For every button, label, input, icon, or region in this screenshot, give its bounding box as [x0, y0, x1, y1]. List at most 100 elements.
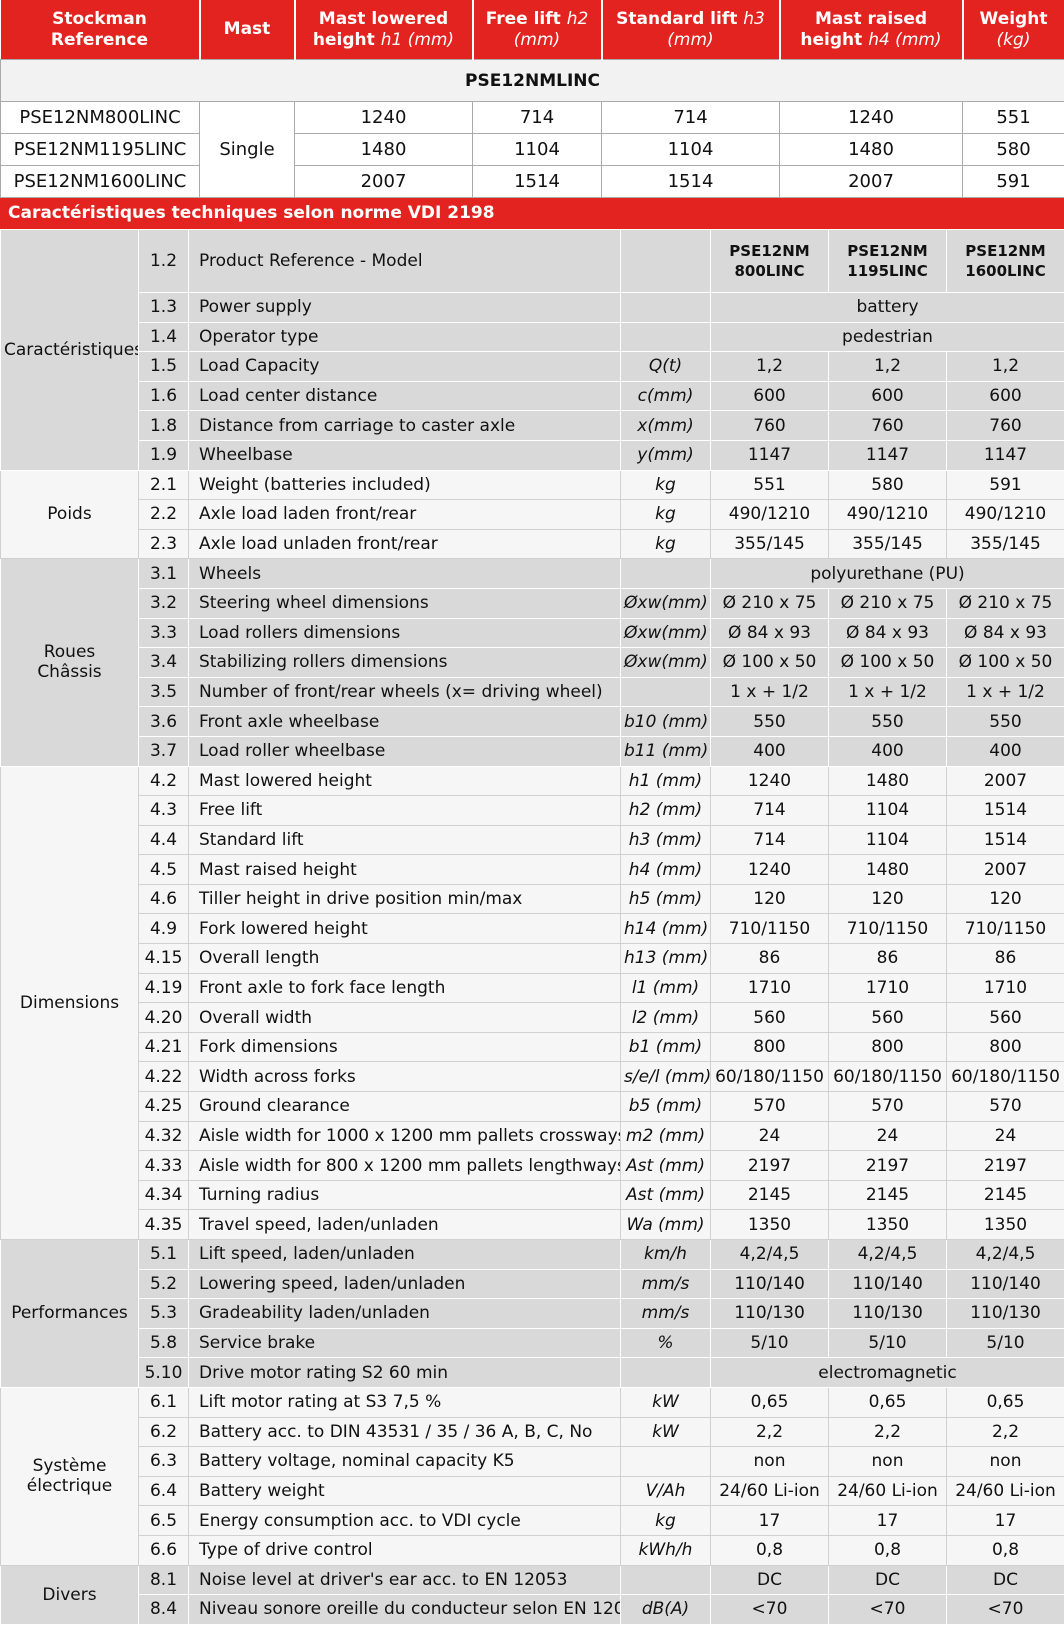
spec-value: 550	[711, 707, 829, 737]
spec-value: 800	[711, 1032, 829, 1062]
spec-label: Operator type	[189, 322, 621, 352]
spec-value: 1480	[829, 766, 947, 796]
spec-value: 1514	[947, 825, 1064, 855]
spec-unit: mm/s	[621, 1299, 711, 1329]
column-unit: h1 (mm)	[381, 30, 454, 50]
spec-value: 24/60 Li-ion	[947, 1476, 1064, 1506]
spec-label: Tiller height in drive position min/max	[189, 884, 621, 914]
model-value: 580	[963, 134, 1064, 166]
spec-unit: %	[621, 1328, 711, 1358]
spec-value: 760	[829, 411, 947, 441]
spec-value: 110/140	[947, 1269, 1064, 1299]
spec-value: Ø 100 x 50	[947, 648, 1064, 678]
spec-value: 24/60 Li-ion	[829, 1476, 947, 1506]
spec-value: 400	[947, 736, 1064, 766]
spec-number: 2.1	[139, 470, 189, 500]
spec-value: 60/180/1150	[947, 1062, 1064, 1092]
spec-value: 400	[829, 736, 947, 766]
spec-value: 24	[829, 1121, 947, 1151]
spec-value: 2197	[947, 1151, 1064, 1181]
spec-value: 550	[947, 707, 1064, 737]
spec-label: Axle load laden front/rear	[189, 500, 621, 530]
spec-unit: kW	[621, 1417, 711, 1447]
spec-unit: Wa (mm)	[621, 1210, 711, 1240]
section-row: PSE12NMLINC	[1, 60, 1064, 102]
spec-unit: h1 (mm)	[621, 766, 711, 796]
spec-value: 86	[711, 944, 829, 974]
spec-value: 86	[947, 944, 1064, 974]
model-value: 714	[602, 102, 780, 134]
spec-value: 1,2	[947, 352, 1064, 382]
spec-value: 120	[947, 884, 1064, 914]
spec-value: Ø 100 x 50	[829, 648, 947, 678]
spec-unit: b5 (mm)	[621, 1092, 711, 1122]
spec-value: non	[829, 1447, 947, 1477]
spec-label: Front axle to fork face length	[189, 973, 621, 1003]
spec-number: 5.2	[139, 1269, 189, 1299]
spec-label: Fork lowered height	[189, 914, 621, 944]
spec-number: 4.2	[139, 766, 189, 796]
column-unit: (kg)	[997, 30, 1031, 50]
spec-value: Ø 210 x 75	[711, 588, 829, 618]
spec-unit: l1 (mm)	[621, 973, 711, 1003]
spec-number: 3.1	[139, 559, 189, 589]
spec-unit: h14 (mm)	[621, 914, 711, 944]
column-header: Mast raised height h4 (mm)	[780, 0, 963, 60]
spec-unit: Q(t)	[621, 352, 711, 382]
spec-label: Standard lift	[189, 825, 621, 855]
spec-label: Distance from carriage to caster axle	[189, 411, 621, 441]
group-name: Poids	[1, 470, 139, 559]
spec-value: 5/10	[711, 1328, 829, 1358]
spec-unit: Ast (mm)	[621, 1180, 711, 1210]
spec-number: 4.3	[139, 796, 189, 826]
group-name: Roues Châssis	[1, 559, 139, 766]
spec-value: 1514	[947, 796, 1064, 826]
spec-value: 17	[829, 1506, 947, 1536]
spec-unit: s/e/l (mm)	[621, 1062, 711, 1092]
spec-number: 4.20	[139, 1003, 189, 1033]
spec-number: 5.1	[139, 1240, 189, 1270]
spec-value: 1104	[829, 796, 947, 826]
spec-number: 3.4	[139, 648, 189, 678]
spec-value: 570	[711, 1092, 829, 1122]
spec-number: 1.9	[139, 440, 189, 470]
model-value: 2007	[780, 166, 963, 198]
spec-value: 24	[711, 1121, 829, 1151]
spec-label: Load Capacity	[189, 352, 621, 382]
spec-number: 6.3	[139, 1447, 189, 1477]
spec-number: 8.1	[139, 1565, 189, 1595]
spec-value: 490/1210	[711, 500, 829, 530]
spec-number: 3.2	[139, 588, 189, 618]
section-banner: Caractéristiques techniques selon norme …	[0, 198, 1064, 229]
spec-label: Type of drive control	[189, 1535, 621, 1565]
spec-value: 2145	[947, 1180, 1064, 1210]
spec-value: 110/140	[829, 1269, 947, 1299]
spec-label: Ground clearance	[189, 1092, 621, 1122]
spec-number: 4.19	[139, 973, 189, 1003]
spec-value: 1350	[829, 1210, 947, 1240]
spec-value: 800	[947, 1032, 1064, 1062]
spec-number: 4.6	[139, 884, 189, 914]
spec-unit: Øxw(mm)	[621, 588, 711, 618]
spec-unit: b1 (mm)	[621, 1032, 711, 1062]
model-value: 1240	[295, 102, 473, 134]
spec-value: 570	[829, 1092, 947, 1122]
spec-value: 0,65	[829, 1387, 947, 1417]
spec-label: Width across forks	[189, 1062, 621, 1092]
spec-value: 17	[947, 1506, 1064, 1536]
spec-value: Ø 210 x 75	[829, 588, 947, 618]
spec-value: Ø 84 x 93	[947, 618, 1064, 648]
spec-unit	[621, 1565, 711, 1595]
